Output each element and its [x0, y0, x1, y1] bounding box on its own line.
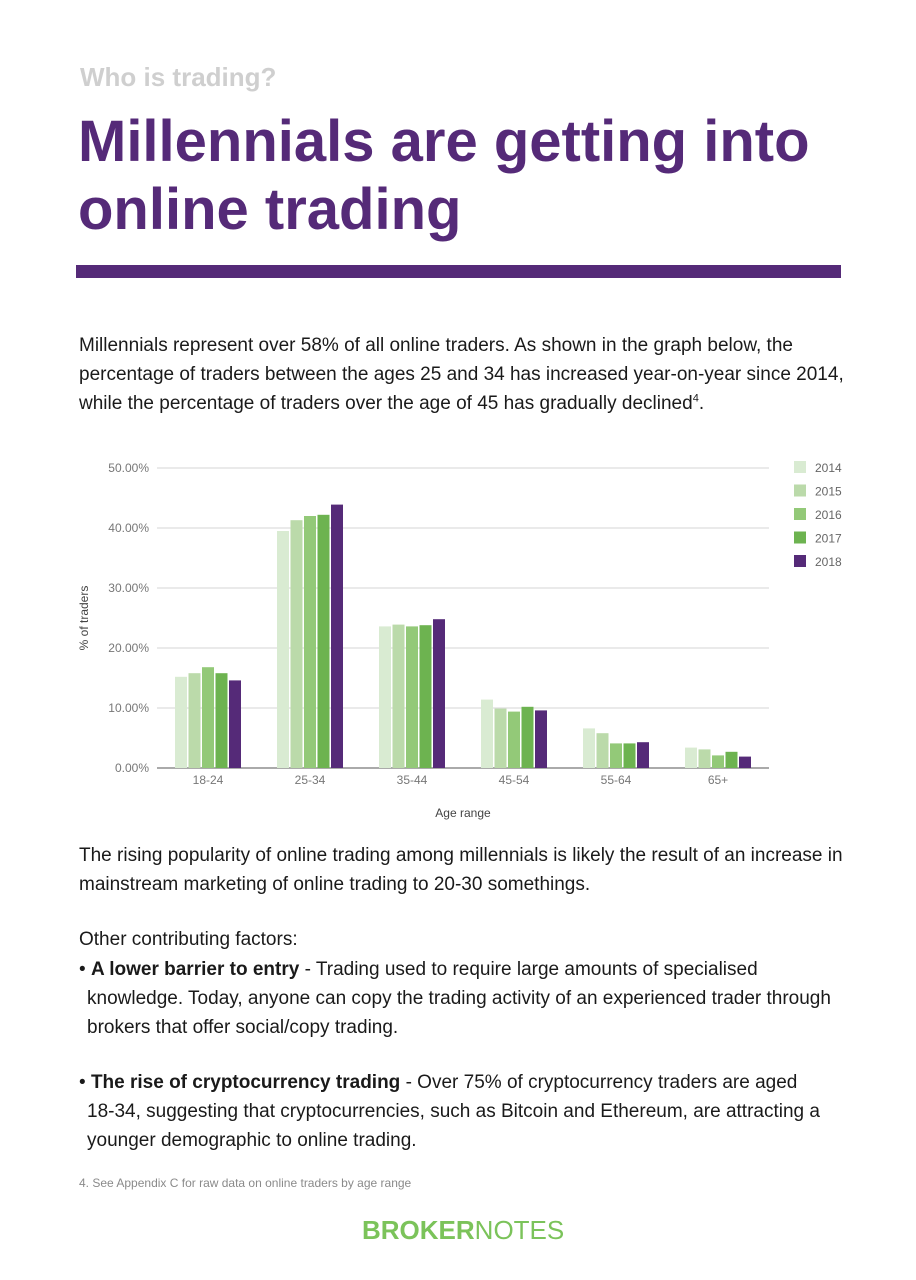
bullet-text: - Trading used to require large amounts …: [299, 959, 758, 980]
legend-swatch: [794, 555, 806, 567]
age-range-bar-chart: 0.00% 10.00% 20.00% 30.00% 40.00% 50.00% 18-24…: [77, 461, 842, 820]
footnote: 4. See Appendix C for raw data on online…: [79, 1176, 412, 1190]
legend-label: 2014: [815, 461, 842, 475]
brand-bold: BROKER: [362, 1215, 475, 1245]
x-tick-label: 25-34: [295, 773, 326, 787]
popularity-paragraph: The rising popularity of online trading …: [79, 845, 843, 895]
bar: [739, 756, 751, 768]
y-tick-label: 0.00%: [115, 761, 149, 775]
bar: [481, 699, 493, 768]
bar: [202, 667, 214, 768]
y-tick-label: 30.00%: [108, 581, 149, 595]
bar: [290, 520, 303, 768]
bar: [433, 619, 445, 768]
bar: [712, 755, 724, 768]
bar: [637, 742, 649, 768]
page-title: Millennials are getting into online trad…: [78, 108, 878, 244]
title-rule: [76, 265, 841, 278]
bar: [188, 673, 201, 768]
bar: [698, 749, 711, 768]
bar: [331, 504, 343, 768]
bar: [610, 743, 622, 768]
x-tick-label: 45-54: [499, 773, 530, 787]
x-tick-label: 18-24: [193, 773, 224, 787]
bullet-item-crypto: • The rise of cryptocurrency trading - O…: [79, 1068, 859, 1155]
intro-paragraph: Millennials represent over 58% of all on…: [79, 331, 859, 418]
bullet-marker: •: [79, 1072, 86, 1093]
legend-label: 2017: [815, 532, 842, 546]
bar: [406, 626, 418, 768]
bullet-title: A lower barrier to entry: [90, 959, 300, 980]
y-axis-title: % of traders: [77, 586, 91, 651]
bar: [379, 626, 391, 768]
bar: [175, 676, 187, 768]
bar: [535, 710, 547, 768]
legend-label: 2018: [815, 555, 842, 569]
x-tick-label: 55-64: [601, 773, 632, 787]
intro-text: Millennials represent over 58% of all on…: [79, 335, 844, 414]
bar: [494, 708, 507, 768]
y-tick-label: 40.00%: [108, 521, 149, 535]
y-tick-label: 20.00%: [108, 641, 149, 655]
legend-swatch: [794, 484, 806, 497]
bar: [317, 514, 330, 768]
brand-logo: BROKERNOTES: [362, 1215, 564, 1246]
bar: [623, 743, 636, 768]
section-kicker: Who is trading?: [80, 62, 277, 92]
x-axis-title: Age range: [435, 806, 491, 820]
factors-label: Other contributing factors:: [79, 929, 298, 950]
bullet-continuation: 18-34, suggesting that cryptocurrencies,…: [87, 1101, 820, 1151]
bar: [596, 733, 609, 768]
x-tick-label: 65+: [708, 773, 728, 787]
bar: [685, 747, 697, 768]
legend-swatch: [794, 461, 806, 473]
legend-swatch: [794, 531, 806, 544]
footnote-ref: 4: [692, 392, 699, 405]
y-tick-label: 50.00%: [108, 461, 149, 475]
bar: [277, 531, 289, 768]
bar: [392, 624, 405, 768]
bullet-text: - Over 75% of cryptocurrency traders are…: [400, 1072, 798, 1093]
bar: [304, 516, 316, 768]
brand-light: NOTES: [474, 1215, 565, 1245]
bullet-continuation: knowledge. Today, anyone can copy the tr…: [87, 988, 831, 1038]
bar: [215, 673, 228, 768]
x-tick-label: 35-44: [397, 773, 428, 787]
title-line-2: online trading: [78, 177, 462, 242]
legend-swatch: [794, 508, 806, 520]
legend-label: 2015: [815, 485, 842, 499]
bar: [229, 680, 241, 768]
bar: [725, 751, 738, 768]
bullet-title: The rise of cryptocurrency trading: [90, 1072, 401, 1093]
legend-label: 2016: [815, 508, 842, 522]
bar: [508, 711, 520, 768]
bar: [419, 625, 432, 768]
bar: [521, 706, 534, 768]
bullet-marker: •: [79, 959, 86, 980]
title-line-1: Millennials are getting into: [78, 109, 810, 174]
intro-end: .: [698, 393, 705, 414]
bar: [583, 728, 595, 768]
y-tick-label: 10.00%: [108, 701, 149, 715]
bullet-item-barrier: • A lower barrier to entry - Trading use…: [79, 955, 859, 1042]
